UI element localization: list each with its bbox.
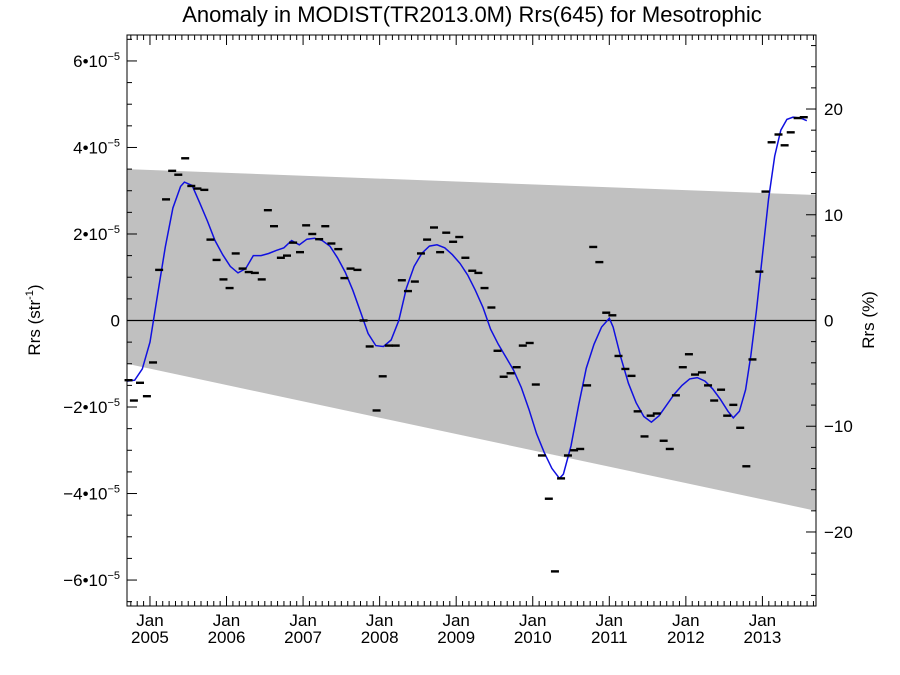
x-tick-label-year: 2007 bbox=[284, 628, 322, 647]
y-tick-label: −4•10−5 bbox=[63, 484, 120, 504]
y-tick-label-exponent: −5 bbox=[107, 137, 120, 149]
x-tick-label-year: 2009 bbox=[437, 628, 475, 647]
x-tick-label-month: Jan bbox=[749, 611, 776, 630]
y-tick-label-exponent: −5 bbox=[107, 224, 120, 236]
y-tick-label-mantissa: 0 bbox=[111, 312, 120, 331]
y2-tick-label: 10 bbox=[824, 206, 843, 225]
x-tick-label-month: Jan bbox=[136, 611, 163, 630]
data-points bbox=[124, 115, 808, 573]
x-tick-label-year: 2012 bbox=[667, 628, 705, 647]
y-tick-label: 2•10−5 bbox=[73, 224, 120, 244]
y2-tick-label: −20 bbox=[824, 523, 853, 542]
y-tick-label-mantissa: 6•10 bbox=[73, 52, 107, 71]
x-tick-label-year: 2011 bbox=[591, 628, 628, 647]
y-tick-label: 4•10−5 bbox=[73, 137, 120, 157]
y-axis-label-superscript: -1 bbox=[24, 290, 36, 300]
y2-tick-label: 20 bbox=[824, 100, 843, 119]
y-tick-label-mantissa: 4•10 bbox=[73, 138, 107, 157]
uncertainty-band bbox=[127, 169, 816, 511]
x-tick-label-month: Jan bbox=[289, 611, 316, 630]
y-tick-label-exponent: −5 bbox=[107, 484, 120, 496]
y-axis-ticks: 6•10−54•10−52•10−50−2•10−5−4•10−5−6•10−5 bbox=[63, 38, 137, 603]
y-tick-label-mantissa: −4•10 bbox=[63, 485, 107, 504]
y-tick-label-mantissa: 2•10 bbox=[73, 225, 107, 244]
y-tick-label-mantissa: −2•10 bbox=[63, 398, 107, 417]
y2-axis-label: Rrs (%) bbox=[859, 291, 878, 349]
x-axis-ticks: Jan2005Jan2006Jan2007Jan2008Jan2009Jan20… bbox=[130, 35, 814, 647]
y-axis-label-main: Rrs (str bbox=[25, 300, 44, 356]
y-tick-label: 6•10−5 bbox=[73, 51, 120, 71]
y-tick-label: −6•10−5 bbox=[63, 570, 120, 590]
y-tick-label-exponent: −5 bbox=[107, 51, 120, 63]
x-tick-label-year: 2010 bbox=[514, 628, 552, 647]
x-tick-label-month: Jan bbox=[442, 611, 469, 630]
y-axis-label-tail: ) bbox=[25, 284, 44, 290]
x-tick-label-year: 2005 bbox=[131, 628, 169, 647]
y2-axis-ticks: 20 10 0 −10 −20 bbox=[806, 45, 853, 596]
y-axis-label: Rrs (str-1) bbox=[24, 284, 44, 355]
x-tick-label-year: 2006 bbox=[208, 628, 246, 647]
chart-title: Anomaly in MODIST(TR2013.0M) Rrs(645) fo… bbox=[182, 2, 762, 27]
y-tick-label-exponent: −5 bbox=[107, 397, 120, 409]
band-area bbox=[127, 169, 816, 511]
y-tick-label: −2•10−5 bbox=[63, 397, 120, 417]
x-tick-label-year: 2008 bbox=[361, 628, 399, 647]
x-tick-label-month: Jan bbox=[366, 611, 393, 630]
y2-tick-label: 0 bbox=[824, 312, 833, 331]
y-tick-label-exponent: −5 bbox=[107, 570, 120, 582]
y-tick-label-mantissa: −6•10 bbox=[63, 571, 107, 590]
x-tick-label-year: 2013 bbox=[743, 628, 781, 647]
y2-tick-label: −10 bbox=[824, 417, 853, 436]
x-tick-label-month: Jan bbox=[672, 611, 699, 630]
x-tick-label-month: Jan bbox=[596, 611, 623, 630]
x-tick-label-month: Jan bbox=[213, 611, 240, 630]
y-tick-label: 0 bbox=[111, 312, 120, 331]
x-tick-label-month: Jan bbox=[519, 611, 546, 630]
